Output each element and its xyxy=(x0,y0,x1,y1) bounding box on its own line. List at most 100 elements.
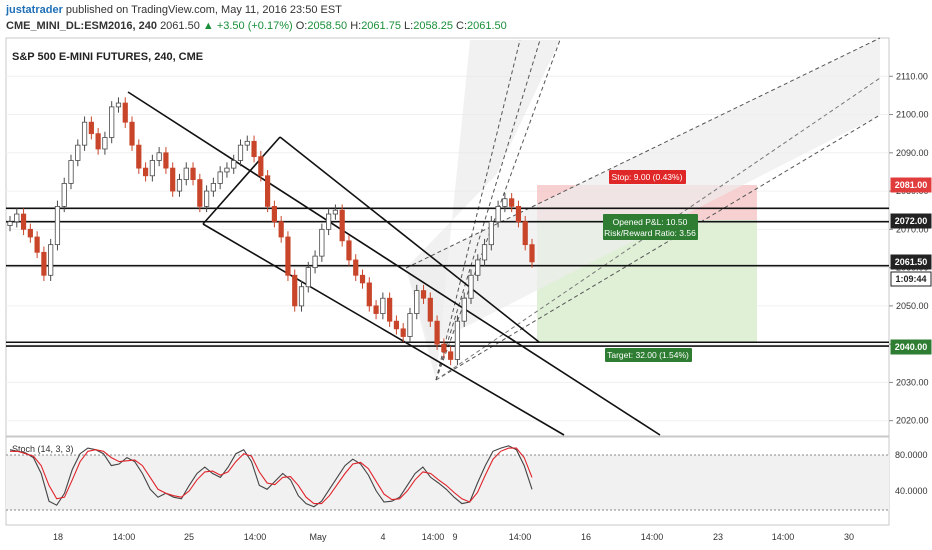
candle-body[interactable] xyxy=(292,274,298,307)
candle-body[interactable] xyxy=(34,236,40,253)
candle-body[interactable] xyxy=(278,221,284,238)
candle-body[interactable] xyxy=(54,205,61,246)
high-label: H: xyxy=(350,20,362,32)
up-channel-top[interactable] xyxy=(405,37,881,269)
down-channel-top[interactable] xyxy=(127,91,661,436)
candle-body[interactable] xyxy=(75,144,81,161)
candle-body[interactable] xyxy=(224,167,230,173)
price-axis[interactable]: 2110.002100.002090.002080.002070.002060.… xyxy=(889,71,929,426)
candle-body[interactable] xyxy=(427,297,433,322)
symbol-name[interactable]: CME_MINI_DL:ESM2016, 240 xyxy=(6,20,157,32)
candle-body[interactable] xyxy=(434,320,440,345)
candle-body[interactable] xyxy=(68,160,74,184)
down-channel-bottom[interactable] xyxy=(202,223,565,436)
candle-body[interactable] xyxy=(102,137,108,150)
candle-body[interactable] xyxy=(149,160,155,177)
candle-body[interactable] xyxy=(136,144,142,169)
candle-body[interactable] xyxy=(217,171,223,184)
last-price: 2061.50 xyxy=(160,20,200,32)
candle-body[interactable] xyxy=(495,205,501,223)
candle-body[interactable] xyxy=(210,183,216,192)
candle-body[interactable] xyxy=(509,198,515,207)
candle-body[interactable] xyxy=(122,102,128,123)
candle-body[interactable] xyxy=(27,228,33,238)
candle-body[interactable] xyxy=(142,167,149,177)
candle-body[interactable] xyxy=(41,251,47,276)
time-axis[interactable]: 18 14:00 25 14:00 May 4 14:00 9 14:00 16 14:00 23 14… xyxy=(53,532,854,542)
candle-body[interactable] xyxy=(515,205,522,223)
candle-body[interactable] xyxy=(95,133,101,150)
candle-body[interactable] xyxy=(481,244,488,261)
candle-body[interactable] xyxy=(353,259,359,276)
candle-body[interactable] xyxy=(475,259,481,276)
candle-body[interactable] xyxy=(454,320,461,360)
x-tick-label: 16 xyxy=(581,532,591,542)
candle-body[interactable] xyxy=(176,179,183,192)
candle-body[interactable] xyxy=(468,274,474,299)
candle-body[interactable] xyxy=(387,297,393,322)
candle-body[interactable] xyxy=(115,102,122,108)
candle-body[interactable] xyxy=(346,240,352,261)
candle-body[interactable] xyxy=(7,221,13,226)
candle-body[interactable] xyxy=(339,209,345,242)
candle-body[interactable] xyxy=(203,190,210,207)
fan-line-2[interactable] xyxy=(435,39,541,381)
candle-body[interactable] xyxy=(407,313,413,337)
candle-body[interactable] xyxy=(326,213,332,230)
author-link[interactable]: justatrader xyxy=(6,4,63,16)
candle-body[interactable] xyxy=(237,144,244,161)
candle-body[interactable] xyxy=(88,121,94,135)
candle-body[interactable] xyxy=(109,106,115,138)
candle-body[interactable] xyxy=(441,343,447,353)
fan-line-1[interactable] xyxy=(435,39,561,381)
candle-body[interactable] xyxy=(129,121,135,146)
candle-body[interactable] xyxy=(190,167,196,180)
candle-body[interactable] xyxy=(81,121,88,146)
candle-body[interactable] xyxy=(529,244,535,263)
candle-body[interactable] xyxy=(380,297,386,314)
candle-body[interactable] xyxy=(48,244,54,276)
candle-body[interactable] xyxy=(400,328,406,337)
horizontal-levels[interactable] xyxy=(6,207,889,347)
low-value: 2058.25 xyxy=(413,20,453,32)
candle-body[interactable] xyxy=(312,255,318,269)
candle-body[interactable] xyxy=(461,297,467,322)
candle-body[interactable] xyxy=(20,213,27,230)
candle-body[interactable] xyxy=(373,305,379,314)
candles[interactable] xyxy=(7,97,535,366)
candle-body[interactable] xyxy=(448,351,454,360)
channel-width-line[interactable] xyxy=(202,136,281,225)
candle-body[interactable] xyxy=(332,209,339,215)
candle-body[interactable] xyxy=(258,156,264,177)
down-channel-upper-parallel[interactable] xyxy=(279,136,540,343)
fan-line-3[interactable] xyxy=(435,39,521,381)
candle-body[interactable] xyxy=(285,236,291,276)
candle-body[interactable] xyxy=(271,205,277,223)
candle-body[interactable] xyxy=(522,221,528,246)
candle-body[interactable] xyxy=(61,183,67,207)
candle-body[interactable] xyxy=(231,160,237,169)
candle-body[interactable] xyxy=(420,290,427,299)
candle-body[interactable] xyxy=(251,140,257,158)
candle-body[interactable] xyxy=(197,179,203,207)
x-tick-label: 14:00 xyxy=(422,532,445,542)
candle-body[interactable] xyxy=(414,290,420,314)
candle-body[interactable] xyxy=(502,198,508,207)
candle-body[interactable] xyxy=(393,320,400,330)
candle-body[interactable] xyxy=(183,167,189,180)
up-channel-bottom[interactable] xyxy=(435,114,881,381)
candle-body[interactable] xyxy=(163,152,169,169)
candle-body[interactable] xyxy=(298,286,305,307)
candle-body[interactable] xyxy=(359,274,366,284)
candle-body[interactable] xyxy=(170,167,176,192)
candle-body[interactable] xyxy=(14,213,20,223)
candle-body[interactable] xyxy=(488,221,494,246)
candle-body[interactable] xyxy=(265,175,271,207)
x-tick-label: 9 xyxy=(452,532,457,542)
candle-body[interactable] xyxy=(156,152,162,161)
candle-body[interactable] xyxy=(319,228,325,257)
candle-body[interactable] xyxy=(305,267,311,288)
candle-body[interactable] xyxy=(366,282,372,307)
candle-body[interactable] xyxy=(244,140,250,146)
